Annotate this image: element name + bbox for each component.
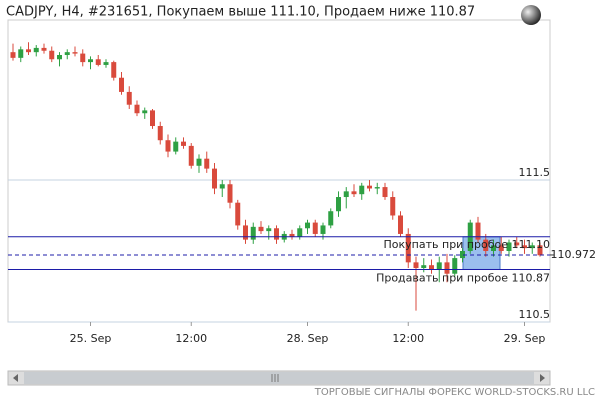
- x-tick-label: 12:00: [175, 332, 207, 345]
- candle-body: [429, 265, 434, 270]
- candle-body: [18, 49, 24, 58]
- candle-body: [173, 141, 179, 152]
- candle-body: [188, 145, 194, 166]
- chart-title: CADJPY, H4, #231651, Покупаем выше 111.1…: [6, 5, 475, 20]
- candle-body: [460, 250, 465, 259]
- candle-body: [212, 168, 217, 189]
- plot-area: [7, 19, 551, 323]
- candle-body: [72, 52, 78, 54]
- x-tick-label: 29. Sep: [504, 332, 546, 345]
- candle-body: [390, 197, 396, 216]
- candle-body: [297, 228, 303, 237]
- candle-body: [336, 197, 341, 212]
- candle-body: [421, 265, 427, 269]
- footer: ТОРГОВЫЕ СИГНАЛЫ ФОРЕКС WORLD-STOCKS.RU …: [314, 387, 595, 398]
- candle-body: [529, 245, 535, 249]
- candle-body: [522, 245, 527, 249]
- candle-body: [150, 110, 155, 127]
- candle-body: [41, 47, 47, 51]
- candle-body: [235, 202, 241, 226]
- globe-icon[interactable]: [521, 5, 541, 25]
- candle-body: [374, 187, 380, 189]
- level-label: Покупать при пробое 111.10: [384, 238, 550, 251]
- candle-body: [491, 245, 496, 251]
- candle-body: [343, 191, 349, 198]
- candle-body: [119, 77, 124, 92]
- candle-body: [413, 262, 419, 269]
- candle-body: [351, 191, 357, 195]
- candle-body: [475, 222, 481, 240]
- candle-body: [227, 184, 233, 203]
- candle-body: [405, 233, 411, 263]
- candle-body: [95, 59, 101, 65]
- candle-body: [88, 59, 93, 63]
- y-tick-label: 111.5: [519, 166, 551, 179]
- candle-body: [165, 140, 171, 152]
- candle-body: [33, 47, 39, 53]
- candle-body: [181, 141, 186, 146]
- scrollbar[interactable]: [7, 370, 551, 386]
- candle-body: [111, 62, 117, 78]
- candle-body: [537, 245, 543, 256]
- candle-body: [49, 50, 55, 60]
- current-price-label: 110.972: [551, 248, 597, 261]
- candle-body: [514, 242, 520, 246]
- candle-body: [506, 242, 512, 251]
- candle-body: [483, 239, 489, 251]
- candle-body: [289, 233, 295, 237]
- candle-body: [444, 262, 450, 274]
- candle-body: [157, 126, 163, 141]
- x-tick-label: 28. Sep: [287, 332, 329, 345]
- candle-body: [250, 226, 256, 240]
- candle-body: [274, 228, 279, 240]
- x-tick-label: 25. Sep: [70, 332, 112, 345]
- candle-body: [204, 158, 210, 169]
- candle-body: [243, 225, 248, 240]
- candle-body: [80, 53, 86, 63]
- candle-body: [398, 215, 403, 234]
- candle-body: [436, 262, 442, 270]
- y-tick-label: 110.5: [519, 308, 551, 321]
- candle-body: [57, 55, 62, 60]
- candle-body: [320, 225, 326, 234]
- candle-body: [266, 228, 272, 232]
- candle-body: [196, 158, 202, 166]
- candle-body: [134, 104, 140, 114]
- candle-body: [142, 110, 148, 114]
- candle-body: [126, 91, 132, 105]
- candle-body: [312, 222, 318, 234]
- x-tick-label: 12:00: [392, 332, 424, 345]
- candle-body: [328, 211, 334, 226]
- candle-body: [103, 62, 109, 65]
- candle-body: [359, 185, 365, 195]
- candle-body: [452, 258, 458, 274]
- candle-body: [258, 226, 264, 232]
- candle-body: [26, 49, 31, 53]
- candle-body: [219, 184, 225, 189]
- candle-body: [10, 52, 16, 58]
- level-label: Продавать при пробое 110.87: [376, 271, 550, 284]
- candle-body: [367, 185, 372, 189]
- candle-body: [64, 52, 70, 56]
- candle-body: [382, 187, 388, 198]
- candle-body: [498, 245, 504, 251]
- candle-body: [305, 222, 310, 229]
